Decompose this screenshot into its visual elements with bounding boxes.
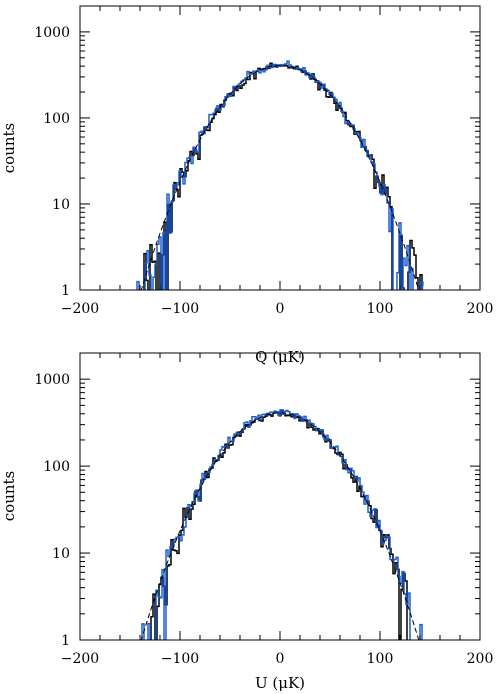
top-histogram-black [143,62,423,290]
bottom-y-tick-label: 1 [61,633,70,649]
top-y-tick-label: 100 [43,111,70,127]
bottom-plot-frame [79,352,481,641]
bottom-x-tick-label: 0 [276,651,285,667]
bottom-x-tick-label: −200 [61,651,99,667]
bottom-y-tick-label: 1000 [34,372,70,388]
top-series-group [136,60,424,290]
top-x-tick-label: 0 [276,301,285,317]
bottom-histogram-blue [141,409,423,640]
top-plot-frame [79,5,481,291]
top-y-axis-title: counts [0,123,18,173]
panel-bottom: U (μK) counts −200 −100 0 100 200 1 10 100 1000 [0,352,494,692]
bottom-y-axis-title: counts [0,471,18,521]
top-y-tick-label: 1 [61,283,70,299]
bottom-y-tick-label: 100 [43,459,70,475]
top-y-tick-label: 10 [52,197,70,213]
top-x-tick-label: −200 [61,301,99,317]
top-y-tick-label: 1000 [34,25,70,41]
top-x-tick-label: 200 [467,301,494,317]
bottom-y-tick-label: 10 [52,546,70,562]
bottom-x-tick-label: 200 [467,651,494,667]
bottom-model-curve [140,412,420,640]
top-x-tick-label: −100 [161,301,199,317]
bottom-x-axis-title: U (μK) [255,674,305,692]
top-x-tick-label: 100 [367,301,394,317]
bottom-x-tick-label: 100 [367,651,394,667]
bottom-x-tick-label: −100 [161,651,199,667]
bottom-series-group [140,409,423,640]
top-histogram-blue [136,60,424,290]
top-model-curve [140,64,420,290]
